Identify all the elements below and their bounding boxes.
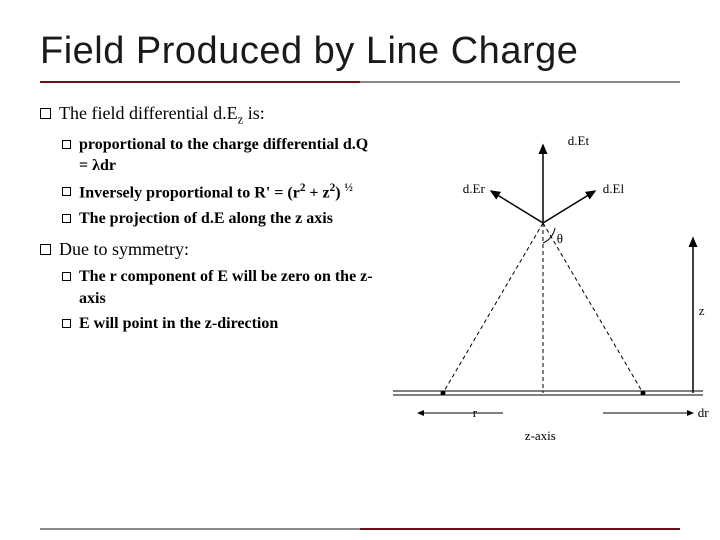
field-diagram-svg	[373, 103, 713, 463]
bullet-text: E will point in the z-direction	[79, 313, 278, 335]
square-bullet-icon	[62, 187, 71, 196]
label-r: r	[473, 405, 477, 421]
bullet-level2: E will point in the z-direction	[62, 313, 373, 335]
title-underline	[40, 81, 680, 83]
bullet-level2: The projection of d.E along the z axis	[62, 208, 373, 230]
square-bullet-icon	[40, 244, 51, 255]
bullet-level1: Due to symmetry:	[40, 239, 373, 260]
bullet-text: The projection of d.E along the z axis	[79, 208, 333, 230]
square-bullet-icon	[62, 140, 71, 149]
bullet-level2: The r component of E will be zero on the…	[62, 266, 373, 309]
bullet-level2: Inversely proportional to R' = (r2 + z2)…	[62, 181, 373, 204]
bullet-text: The field differential d.Ez is:	[59, 103, 265, 128]
slide: Field Produced by Line Charge The field …	[0, 0, 720, 540]
bullet-text: Due to symmetry:	[59, 239, 189, 260]
label-theta: θ	[557, 231, 563, 247]
square-bullet-icon	[62, 272, 71, 281]
footer-underline	[40, 528, 680, 530]
label-dEr: d.Er	[463, 181, 485, 197]
label-z: z	[699, 303, 705, 319]
label-dEl: d.El	[603, 181, 624, 197]
bullet-text: proportional to the charge differential …	[79, 134, 373, 177]
label-zaxis: z-axis	[525, 428, 556, 444]
text-column: The field differential d.Ez is: proporti…	[40, 103, 373, 463]
bullet-level2: proportional to the charge differential …	[62, 134, 373, 177]
bullet-level1: The field differential d.Ez is:	[40, 103, 373, 128]
square-bullet-icon	[40, 108, 51, 119]
square-bullet-icon	[62, 319, 71, 328]
diagram: d.Et d.Er d.El θ z r dr z-axis	[373, 103, 680, 463]
square-bullet-icon	[62, 214, 71, 223]
label-dEt: d.Et	[568, 133, 589, 149]
content-row: The field differential d.Ez is: proporti…	[40, 103, 680, 463]
label-dr: dr	[698, 405, 709, 421]
bullet-text: Inversely proportional to R' = (r2 + z2)…	[79, 181, 353, 204]
bullet-text: The r component of E will be zero on the…	[79, 266, 373, 309]
slide-title: Field Produced by Line Charge	[40, 30, 680, 73]
